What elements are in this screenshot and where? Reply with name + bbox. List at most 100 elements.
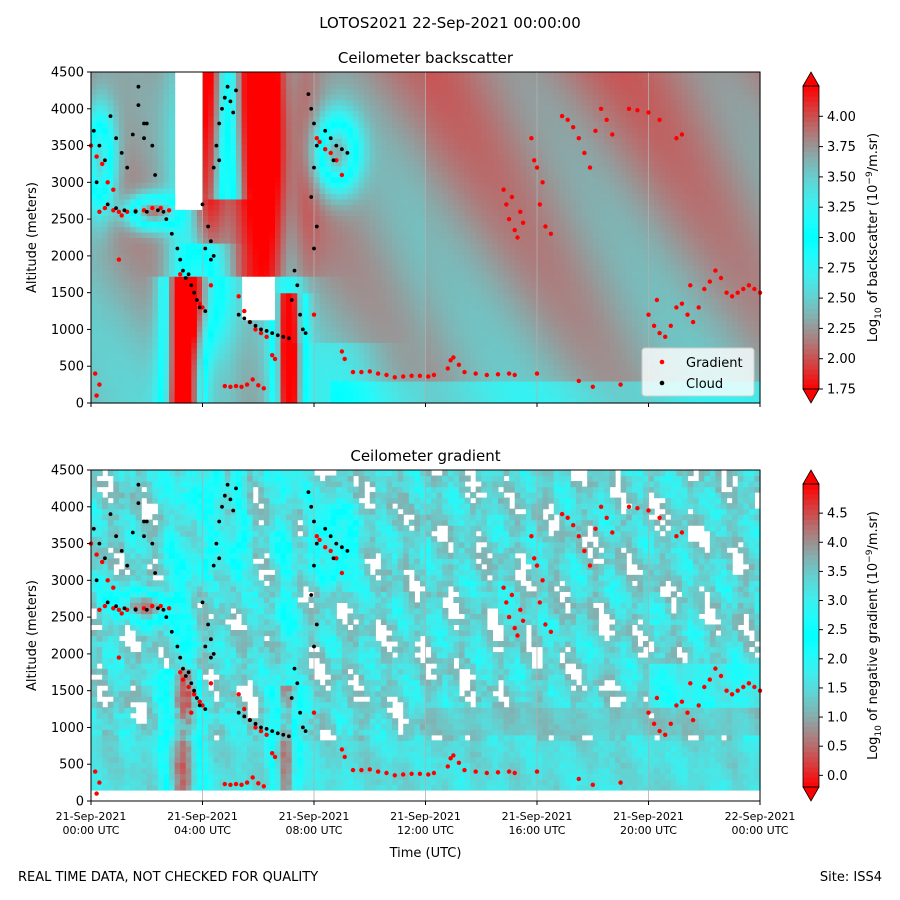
gradient-marker (119, 611, 124, 616)
colorbar-tick-label: 3.00 (827, 231, 856, 246)
gradient-marker (646, 710, 651, 715)
cloud-marker (175, 246, 180, 251)
colorbar-tick-label: 4.00 (827, 110, 856, 125)
gradient-marker (180, 677, 186, 682)
gradient-marker (515, 235, 520, 240)
gradient-marker (392, 773, 397, 778)
gradient-marker (512, 227, 517, 233)
gradient-marker (534, 563, 540, 568)
gradient-marker (690, 319, 696, 325)
cloud-marker (312, 563, 316, 568)
cloud-marker (114, 604, 118, 608)
colorbar-tick-label: 3.75 (827, 140, 856, 155)
gradient-marker (746, 681, 752, 686)
cloud-marker (91, 526, 96, 531)
gradient-marker (674, 534, 679, 539)
cloud-marker (169, 231, 174, 236)
colorbar-tick-label: 2.5 (827, 623, 848, 638)
gradient-marker (537, 600, 542, 605)
cloud-marker (122, 208, 127, 213)
gradient-marker (537, 202, 542, 207)
gradient-marker (598, 504, 604, 509)
cloud-marker (200, 600, 205, 605)
gradient-marker (116, 607, 122, 612)
cloud-marker (114, 534, 118, 539)
cloud-marker (136, 482, 141, 487)
cloud-marker (236, 710, 241, 715)
gradient-marker (116, 257, 122, 262)
gradient-marker (228, 384, 233, 389)
gradient-marker (462, 369, 467, 375)
cloud-marker (211, 165, 216, 170)
gradient-marker (94, 552, 99, 557)
gradient-marker (456, 362, 462, 367)
cloud-marker (303, 331, 308, 335)
backscatter-heatmap (91, 72, 761, 404)
gradient-marker (604, 117, 609, 123)
gradient-marker (250, 775, 255, 780)
gradient-marker (598, 106, 604, 112)
cloud-marker (161, 607, 166, 612)
gradient-marker (501, 585, 506, 590)
cloud-marker (298, 312, 302, 317)
gradient-marker (534, 165, 540, 170)
gradient-marker (548, 629, 554, 634)
gradient-marker (244, 780, 250, 785)
quality-disclaimer: REAL TIME DATA, NOT CHECKED FOR QUALITY (18, 870, 319, 885)
gradient-marker (261, 386, 266, 391)
colorbar-tick-label: 0.0 (827, 769, 848, 784)
cloud-marker (340, 147, 344, 152)
gradient-marker (367, 767, 372, 772)
cloud-marker (303, 729, 308, 733)
x-tick-label: 21-Sep-2021 (56, 810, 127, 823)
cloud-marker (209, 257, 213, 262)
colorbar-extend-bottom (802, 388, 820, 404)
gradient-marker (456, 760, 462, 765)
cloud-marker (195, 696, 199, 700)
colorbar-tick-label: 4.0 (827, 536, 848, 551)
gradient-marker (93, 769, 98, 774)
gradient-marker (590, 782, 595, 787)
gradient-marker (651, 721, 657, 726)
gradient-marker (401, 772, 406, 777)
gradient-marker (506, 216, 512, 222)
colorbar-tick-label: 2.00 (827, 352, 856, 367)
colorbar-tick-label: 3.50 (827, 170, 856, 185)
colorbar-label: Log10 of backscatter (10−9/m.sr) (865, 133, 884, 342)
cloud-marker (234, 486, 238, 491)
gradient-marker (158, 205, 163, 211)
y-tick-label: 4500 (51, 66, 84, 81)
gradient-marker (654, 695, 660, 701)
cloud-marker (298, 710, 302, 715)
gradient-marker (256, 383, 261, 388)
cloud-marker (108, 512, 113, 516)
gradient-marker (244, 382, 250, 387)
colorbar-tick-label: 2.25 (827, 322, 856, 337)
gradient-marker (328, 150, 333, 156)
cloud-marker (144, 607, 149, 612)
gradient-marker (713, 268, 718, 273)
gradient-marker (651, 323, 657, 328)
legend-label: Gradient (686, 356, 743, 371)
gradient-marker (495, 372, 501, 377)
gradient-marker (105, 578, 110, 583)
cloud-marker (203, 644, 208, 649)
gradient-marker (657, 728, 662, 734)
gradient-panel: 0 500 1000 1500 2000 2500 3000 3500 4000 4500 21-S… (25, 447, 884, 861)
gradient-marker (724, 290, 729, 295)
cloud-marker (287, 336, 291, 341)
cloud-marker (309, 195, 314, 199)
gradient-marker (339, 349, 345, 354)
gradient-marker (654, 297, 660, 303)
gradient-marker (97, 780, 102, 785)
gradient-marker (191, 692, 197, 697)
gradient-marker (233, 781, 239, 787)
gradient-marker (729, 294, 735, 299)
y-tick-label: 4000 (51, 102, 84, 117)
cloud-marker (209, 655, 213, 660)
cloud-marker (142, 534, 146, 539)
gradient-marker (529, 534, 534, 539)
gradient-marker (657, 117, 662, 123)
cloud-marker (181, 268, 185, 273)
y-tick-label: 3000 (51, 176, 84, 191)
